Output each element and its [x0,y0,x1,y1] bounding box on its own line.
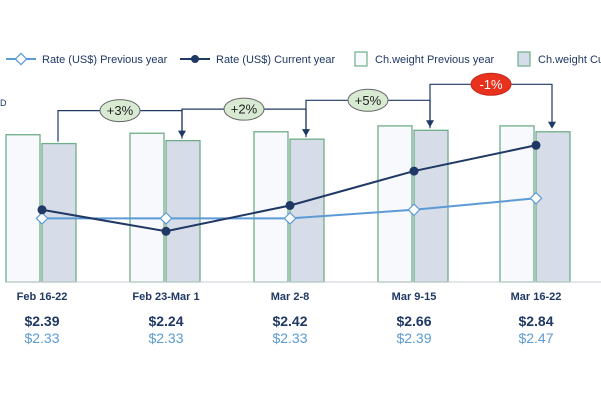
rate-previous-point-0 [35,211,49,225]
change-badge [99,99,141,123]
bar-cur-1 [165,139,201,283]
bar-cur-4 [535,131,571,283]
rate-previous-point-1 [159,211,173,225]
change-arrow-1: +2% [181,97,310,139]
arrow-head [548,121,556,129]
change-badge-label: +5% [355,93,382,108]
rate-current-label-1: $2.24 [148,313,183,329]
legend: Rate (US$) Previous year Rate (US$) Curre… [6,51,601,67]
change-badge [223,97,265,121]
legend-label: Rate (US$) Current year [216,54,336,66]
legend-item-3: Ch.weight Current year [517,51,601,67]
rate-current-label-3: $2.66 [396,313,431,329]
rate-current-label-4: $2.84 [518,313,553,329]
rate-previous-point-4 [529,191,543,205]
legend-label: Ch.weight Current year [538,54,601,66]
rate-current-point-2 [285,200,295,210]
rate-previous-label-3: $2.39 [396,330,431,346]
change-arrows: +3% +2% +5% -1% [57,72,556,142]
category-label-0: Feb 16-22 [17,291,68,303]
rate-previous-label-0: $2.33 [24,330,59,346]
legend-item-1: Rate (US$) Current year [180,54,336,66]
change-badge-label: +2% [231,102,258,117]
rate-current-label-2: $2.42 [272,313,307,329]
rate-current-point-0 [37,205,47,215]
category-label-1: Feb 23-Mar 1 [132,291,199,303]
lines [35,140,543,236]
legend-label: Ch.weight Previous year [375,54,495,66]
change-badge [470,72,512,96]
category-label-4: Mar 16-22 [511,291,562,303]
bars [5,125,601,283]
bar-prev-0 [5,134,41,283]
axis-fragment: D [0,98,7,108]
rate-previous-point-2 [283,211,297,225]
bar-prev-3 [377,125,413,283]
rate-previous-label-1: $2.33 [148,330,183,346]
legend-marker [191,55,199,63]
legend-item-0: Rate (US$) Previous year [6,52,168,66]
legend-item-2: Ch.weight Previous year [354,51,495,67]
rate-current-point-4 [531,140,541,150]
bar-cur-2 [289,138,325,283]
change-arrow-2: +5% [305,88,434,138]
rate-previous-label-4: $2.47 [518,330,553,346]
category-label-2: Mar 2-8 [271,291,310,303]
rate-previous-point-3 [407,203,421,217]
change-arrow-3: -1% [429,72,556,129]
change-arrow-0: +3% [57,99,186,142]
legend-label: Rate (US$) Previous year [42,54,168,66]
rate-current-label-0: $2.39 [24,313,59,329]
change-badge-label: +3% [107,103,134,118]
category-label-3: Mar 9-15 [392,291,437,303]
axis-label-fragment: D [0,98,7,108]
rate-previous-label-2: $2.33 [272,330,307,346]
bar-prev-1 [129,132,165,283]
change-badge-label: -1% [479,77,503,92]
change-badge [347,88,389,112]
rate-current-point-1 [161,226,171,236]
rate-current-point-3 [409,166,419,176]
legend-marker [14,52,28,66]
legend-swatch [517,51,531,67]
legend-swatch [354,51,368,67]
